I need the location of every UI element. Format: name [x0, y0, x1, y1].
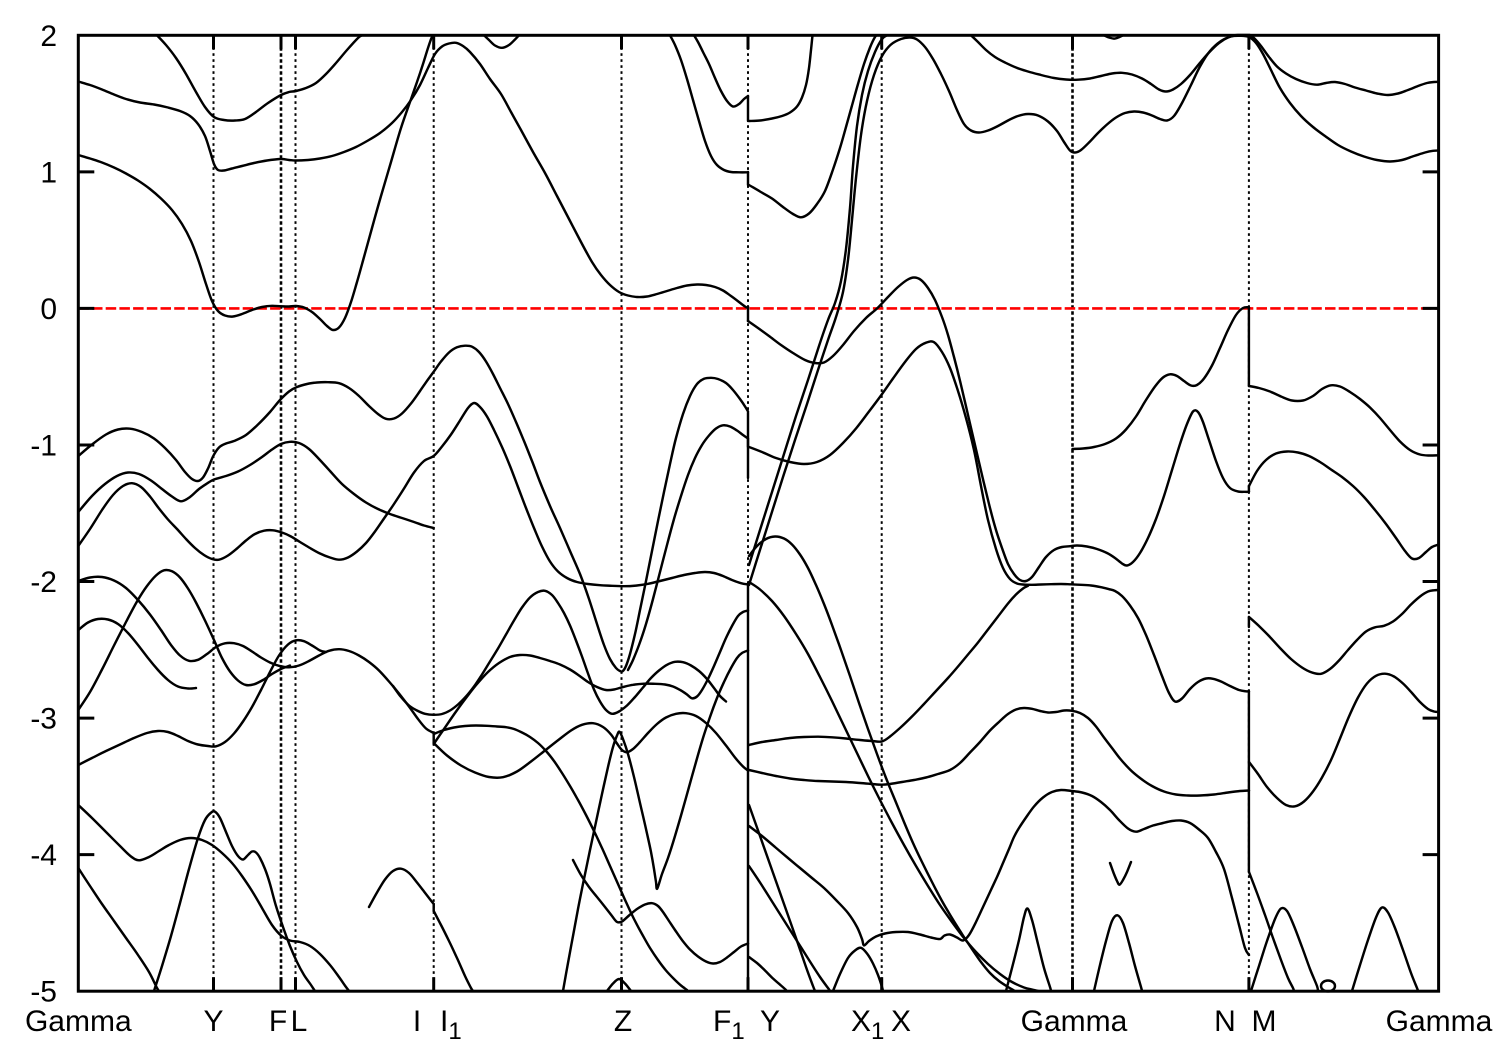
svg-text:2: 2 [40, 20, 57, 53]
svg-text:Y: Y [203, 1005, 223, 1038]
svg-text:-1: -1 [30, 429, 57, 462]
svg-text:Gamma: Gamma [1386, 1005, 1493, 1038]
svg-text:L: L [291, 1005, 308, 1038]
svg-text:1: 1 [40, 156, 57, 189]
svg-text:0: 0 [40, 293, 57, 326]
svg-text:Gamma: Gamma [1021, 1005, 1128, 1038]
svg-text:I: I [413, 1005, 421, 1038]
svg-text:-5: -5 [30, 976, 57, 1009]
svg-text:F: F [269, 1005, 287, 1038]
svg-text:Gamma: Gamma [25, 1005, 132, 1038]
svg-text:X: X [891, 1005, 911, 1038]
svg-text:M: M [1252, 1005, 1277, 1038]
svg-text:-4: -4 [30, 839, 57, 872]
svg-text:-2: -2 [30, 566, 57, 599]
svg-text:N: N [1214, 1005, 1236, 1038]
svg-text:Y: Y [760, 1005, 780, 1038]
svg-text:-3: -3 [30, 703, 57, 736]
svg-text:Z: Z [614, 1005, 632, 1038]
